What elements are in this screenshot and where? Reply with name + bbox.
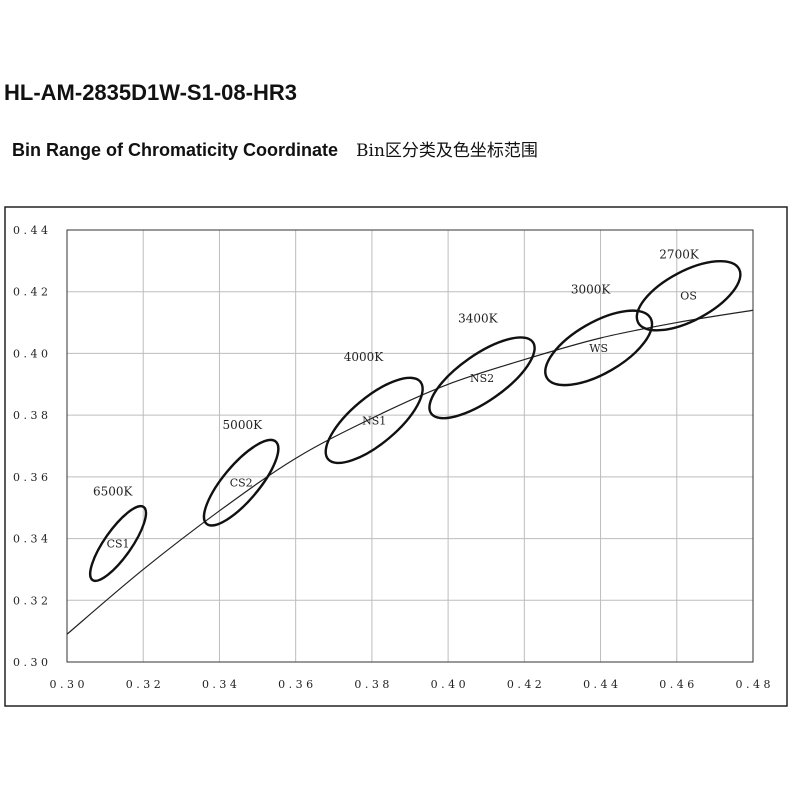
cct-label-ns1: 4000K bbox=[344, 350, 385, 364]
bin-ellipse-ns2 bbox=[428, 336, 536, 420]
bin-ellipse-cs1 bbox=[88, 504, 148, 583]
bin-ellipse-cs2 bbox=[202, 438, 280, 527]
x-tick-label: 0 . 4 6 bbox=[659, 678, 694, 691]
document-title: HL-AM-2835D1W-S1-08-HR3 bbox=[4, 80, 297, 105]
grid-layer bbox=[67, 230, 753, 662]
blackbody-locus-curve bbox=[66, 309, 754, 635]
bin-label-ws: WS bbox=[589, 342, 608, 355]
cct-label-cs2: 5000K bbox=[223, 418, 264, 432]
plot-area-border bbox=[66, 229, 754, 663]
y-tick-label: 0 . 3 0 bbox=[13, 656, 48, 669]
bin-ellipse-ns1 bbox=[324, 376, 424, 465]
y-tick-label: 0 . 3 6 bbox=[13, 471, 48, 484]
bin-layer: CS1 6500K CS2 5000K NS1 4000K NS2 3400K WS 3000K O… bbox=[88, 248, 742, 583]
x-tick-label: 0 . 3 0 bbox=[50, 678, 85, 691]
x-tick-label: 0 . 3 6 bbox=[278, 678, 313, 691]
cct-label-os: 2700K bbox=[659, 248, 700, 262]
y-tick-label: 0 . 3 8 bbox=[13, 409, 48, 422]
bin-ellipse-os bbox=[635, 259, 742, 332]
x-tick-label: 0 . 3 2 bbox=[126, 678, 161, 691]
bin-label-ns2: NS2 bbox=[470, 372, 494, 385]
y-tick-label: 0 . 3 4 bbox=[13, 533, 48, 546]
bin-label-cs2: CS2 bbox=[230, 477, 253, 490]
x-tick-label: 0 . 4 2 bbox=[507, 678, 542, 691]
tick-layer: 0 . 3 0 0 . 3 2 0 . 3 4 0 . 3 6 0 . 3 8 0 . 4… bbox=[13, 224, 770, 691]
subtitle-chinese: Bin区分类及色坐标范围 bbox=[356, 141, 538, 161]
x-tick-label: 0 . 3 8 bbox=[354, 678, 389, 691]
document-subtitle: Bin Range of Chromaticity Coordinate Bin区… bbox=[12, 136, 538, 161]
curve-layer bbox=[66, 309, 754, 635]
bin-label-ns1: NS1 bbox=[362, 414, 386, 427]
cct-label-ws: 3000K bbox=[571, 283, 612, 297]
x-tick-label: 0 . 3 4 bbox=[202, 678, 237, 691]
bin-label-os: OS bbox=[680, 290, 697, 303]
y-tick-label: 0 . 4 0 bbox=[13, 347, 48, 360]
cct-label-ns2: 3400K bbox=[458, 311, 499, 325]
bin-ellipse-ws bbox=[544, 309, 654, 387]
chart-frame bbox=[4, 206, 788, 707]
bin-label-cs1: CS1 bbox=[107, 538, 130, 551]
x-tick-label: 0 . 4 0 bbox=[431, 678, 466, 691]
y-tick-label: 0 . 4 4 bbox=[13, 224, 48, 237]
y-tick-label: 0 . 3 2 bbox=[13, 594, 48, 607]
x-tick-label: 0 . 4 8 bbox=[736, 678, 771, 691]
cct-label-cs1: 6500K bbox=[93, 484, 134, 498]
x-tick-label: 0 . 4 4 bbox=[583, 678, 618, 691]
subtitle-english: Bin Range of Chromaticity Coordinate bbox=[12, 140, 339, 160]
y-tick-label: 0 . 4 2 bbox=[13, 286, 48, 299]
